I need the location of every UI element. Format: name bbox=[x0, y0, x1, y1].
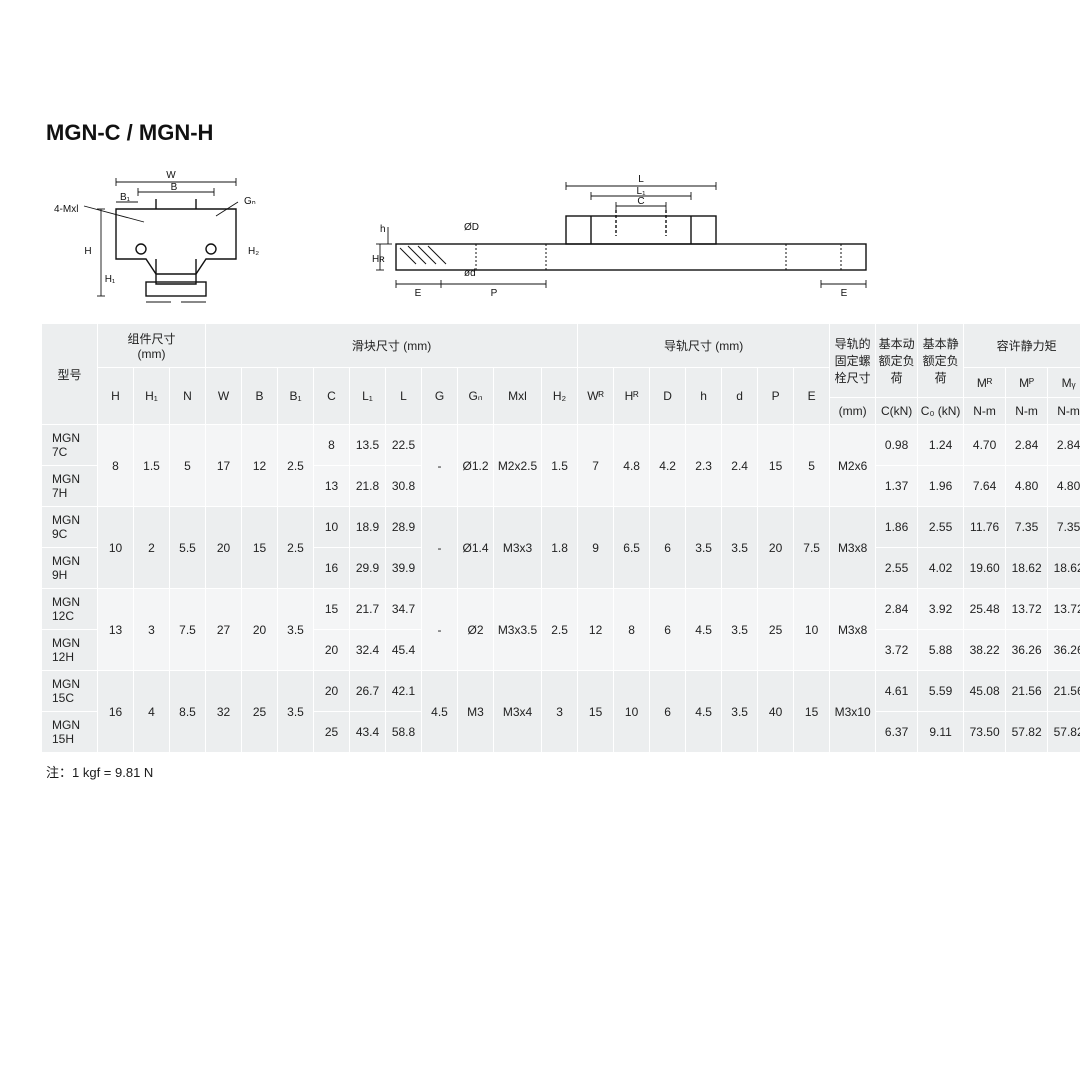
dim-HR: Hʀ bbox=[372, 254, 385, 265]
dim-h: h bbox=[380, 224, 386, 235]
col-MP-u: N-m bbox=[1006, 398, 1048, 425]
model-cell: MGN 9H bbox=[42, 548, 98, 589]
model-cell: MGN 9C bbox=[42, 507, 98, 548]
col-MY-u: N-m bbox=[1048, 398, 1080, 425]
col-E: E bbox=[794, 368, 830, 425]
grp-bolt: 导轨的固定螺栓尺寸 bbox=[830, 324, 876, 398]
dim-Gn: Gₙ bbox=[244, 196, 256, 207]
diagram-cross-section: W B B₁ Gₙ 4-Mxl H H₁ H₂ N Wʀ bbox=[46, 164, 306, 304]
dim-B: B bbox=[171, 182, 178, 193]
dim-P: P bbox=[491, 288, 498, 299]
col-G: G bbox=[422, 368, 458, 425]
col-CkN: C(kN) bbox=[876, 398, 918, 425]
dim-4Mxl: 4-Mxl bbox=[54, 204, 78, 215]
grp-stat: 基本静额定负荷 bbox=[918, 324, 964, 398]
col-L: L bbox=[386, 368, 422, 425]
model-cell: MGN 15H bbox=[42, 712, 98, 753]
table-row: MGN 9C1025.520152.51018.928.9-Ø1.4M3x31.… bbox=[42, 507, 1080, 548]
diagram-side-view: L L₁ C ØD h Hʀ ød E P E bbox=[366, 164, 886, 304]
dim-H2: H₂ bbox=[248, 246, 259, 257]
table-row: MGN 7C81.5517122.5813.522.5-Ø1.2M2x2.51.… bbox=[42, 425, 1080, 466]
col-C0kN: C₀ (kN) bbox=[918, 398, 964, 425]
grp-assembly: 组件尺寸(mm) bbox=[98, 324, 206, 368]
col-L1: L₁ bbox=[350, 368, 386, 425]
dim-C: C bbox=[637, 196, 644, 207]
dim-H: H bbox=[84, 246, 91, 257]
col-B: B bbox=[242, 368, 278, 425]
col-MY: Mᵧ bbox=[1048, 368, 1080, 398]
spec-table: 型号 组件尺寸(mm) 滑块尺寸 (mm) 导轨尺寸 (mm) 导轨的固定螺栓尺… bbox=[40, 322, 1040, 754]
model-cell: MGN 7C bbox=[42, 425, 98, 466]
grp-rail: 导轨尺寸 (mm) bbox=[578, 324, 830, 368]
dim-W: W bbox=[166, 170, 176, 181]
dim-phiD: ØD bbox=[464, 222, 479, 233]
col-d: d bbox=[722, 368, 758, 425]
dim-phid: ød bbox=[464, 268, 476, 279]
col-N: N bbox=[170, 368, 206, 425]
col-MP: Mᴾ bbox=[1006, 368, 1048, 398]
col-W: W bbox=[206, 368, 242, 425]
dim-L: L bbox=[638, 174, 644, 185]
col-h: h bbox=[686, 368, 722, 425]
col-MR-u: N-m bbox=[964, 398, 1006, 425]
col-H2: H₂ bbox=[542, 368, 578, 425]
dim-E1: E bbox=[415, 288, 422, 299]
dim-H1: H₁ bbox=[105, 274, 116, 285]
col-B1: B₁ bbox=[278, 368, 314, 425]
footnote: 注：1 kgf = 9.81 N bbox=[46, 762, 1040, 781]
dim-B1: B₁ bbox=[120, 192, 131, 203]
col-H: H bbox=[98, 368, 134, 425]
col-D: D bbox=[650, 368, 686, 425]
col-C: C bbox=[314, 368, 350, 425]
dim-E2: E bbox=[841, 288, 848, 299]
model-cell: MGN 12H bbox=[42, 630, 98, 671]
grp-moment: 容许静力矩 bbox=[964, 324, 1080, 368]
col-HR: Hᴿ bbox=[614, 368, 650, 425]
col-Mxl: Mxl bbox=[494, 368, 542, 425]
col-Gn: Gₙ bbox=[458, 368, 494, 425]
col-MR: Mᴿ bbox=[964, 368, 1006, 398]
col-model: 型号 bbox=[42, 324, 98, 425]
table-row: MGN 12C1337.527203.51521.734.7-Ø2M3x3.52… bbox=[42, 589, 1080, 630]
page-title: MGN-C / MGN-H bbox=[46, 120, 1040, 146]
col-H1: H₁ bbox=[134, 368, 170, 425]
diagram-row: W B B₁ Gₙ 4-Mxl H H₁ H₂ N Wʀ bbox=[46, 164, 1040, 304]
model-cell: MGN 15C bbox=[42, 671, 98, 712]
model-cell: MGN 12C bbox=[42, 589, 98, 630]
col-WR: Wᴿ bbox=[578, 368, 614, 425]
grp-dyn: 基本动额定负荷 bbox=[876, 324, 918, 398]
model-cell: MGN 7H bbox=[42, 466, 98, 507]
col-bolt-u: (mm) bbox=[830, 398, 876, 425]
grp-block: 滑块尺寸 (mm) bbox=[206, 324, 578, 368]
col-P: P bbox=[758, 368, 794, 425]
table-row: MGN 15C1648.532253.52026.742.14.5M3M3x43… bbox=[42, 671, 1080, 712]
